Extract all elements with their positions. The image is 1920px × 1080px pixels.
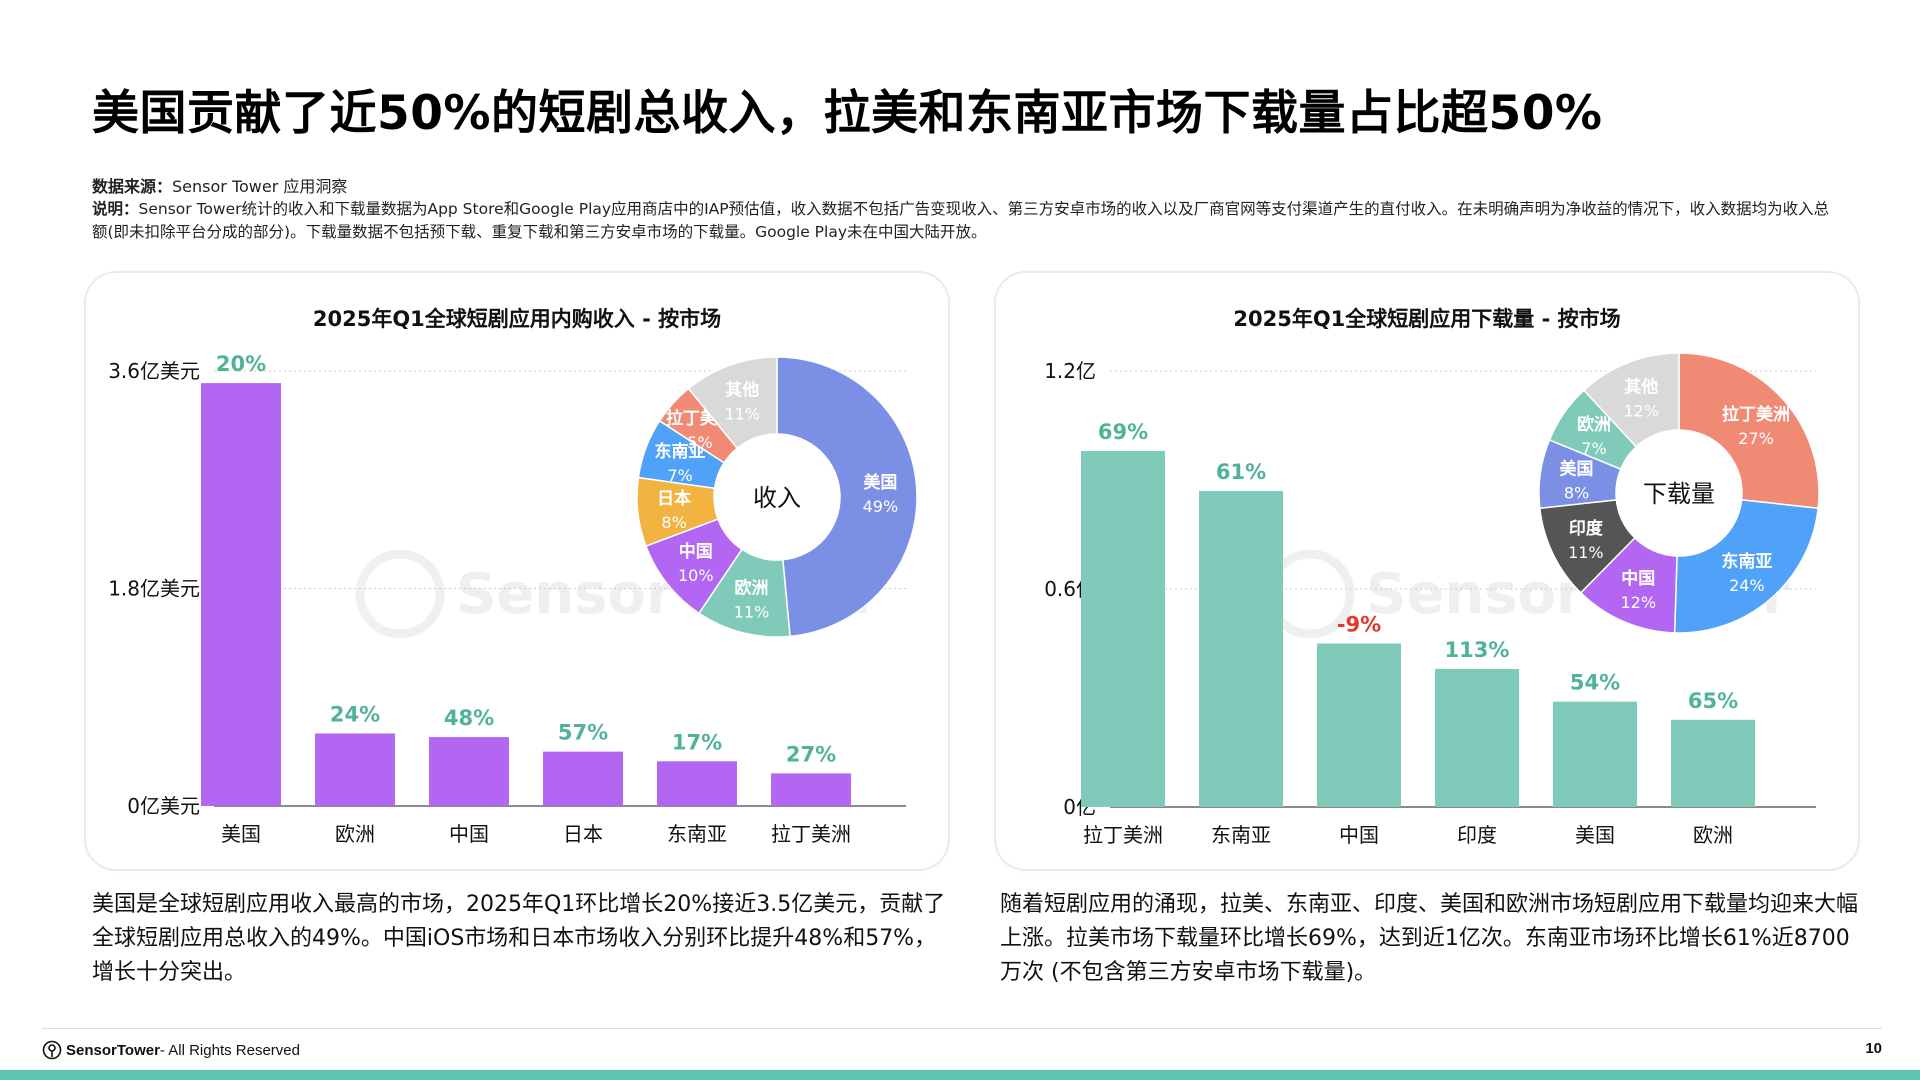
downloads-pie-slice-name: 欧洲 <box>1577 414 1611 435</box>
downloads-pie-slice-name: 东南亚 <box>1721 551 1772 572</box>
revenue-pie-slice-percent: 8% <box>661 513 686 532</box>
downloads-category-label: 欧洲 <box>1693 823 1733 847</box>
revenue-category-label: 东南亚 <box>667 822 727 846</box>
footer-rights: - All Rights Reserved <box>159 1041 300 1059</box>
data-source-text: Sensor Tower 应用洞察 <box>172 177 348 196</box>
revenue-pie-slice-name: 中国 <box>679 541 713 562</box>
downloads-pie-center-label: 下载量 <box>1643 480 1715 508</box>
page-title: 美国贡献了近50%的短剧总收入，拉美和东南亚市场下载量占比超50% <box>92 86 1603 141</box>
downloads-growth-label: 113% <box>1445 638 1510 662</box>
downloads-growth-label: 54% <box>1570 671 1620 695</box>
downloads-category-label: 美国 <box>1575 823 1615 847</box>
revenue-ytick-label: 0亿美元 <box>127 794 200 818</box>
revenue-growth-label: 17% <box>672 730 722 754</box>
downloads-description: 随着短剧应用的涌现，拉美、东南亚、印度、美国和欧洲市场短剧应用下载量均迎来大幅上… <box>1000 892 1859 985</box>
revenue-growth-label: 20% <box>216 352 266 376</box>
revenue-bar <box>429 737 509 806</box>
downloads-pie-slice <box>1582 352 1680 448</box>
downloads-growth-label: 65% <box>1688 689 1738 713</box>
downloads-ytick-label: 1.2亿 <box>1044 359 1096 383</box>
downloads-chart-title: 2025年Q1全球短剧应用下载量 - 按市场 <box>1233 307 1620 331</box>
downloads-bar <box>1553 701 1637 807</box>
downloads-pie-slice-percent: 24% <box>1729 576 1765 595</box>
revenue-pie-slice-name: 日本 <box>657 488 691 509</box>
revenue-pie-slice-percent: 10% <box>678 566 714 585</box>
downloads-growth-label: 61% <box>1216 460 1266 484</box>
downloads-growth-label: 69% <box>1098 420 1148 444</box>
revenue-category-label: 日本 <box>563 822 603 846</box>
downloads-pie-slice-name: 美国 <box>1560 459 1594 480</box>
revenue-category-label: 中国 <box>449 822 489 846</box>
footer-divider <box>42 1028 1882 1029</box>
downloads-pie-slice-percent: 12% <box>1620 593 1656 612</box>
footer: SensorTower - All Rights Reserved <box>42 1040 300 1060</box>
note-text: Sensor Tower统计的收入和下载量数据为App Store和Google… <box>92 200 1830 241</box>
revenue-bar <box>315 733 395 806</box>
page-number: 10 <box>1865 1040 1882 1057</box>
revenue-growth-label: 48% <box>444 706 494 730</box>
revenue-pie-slice-percent: 11% <box>724 404 760 423</box>
downloads-growth-label: -9% <box>1337 613 1381 637</box>
sensor-tower-logo-icon <box>42 1040 62 1060</box>
downloads-pie-slice-name: 其他 <box>1624 377 1658 398</box>
downloads-pie-slice <box>1678 352 1820 510</box>
bottom-accent-bar <box>0 1070 1920 1080</box>
revenue-ytick-label: 1.8亿美元 <box>108 577 200 601</box>
revenue-pie-slice <box>687 356 778 450</box>
revenue-growth-label: 24% <box>330 703 380 727</box>
revenue-chart-panel: 2025年Q1全球短剧应用内购收入 - 按市场 Sensor Tower 0亿美元 1… <box>86 273 948 869</box>
revenue-bar <box>201 383 281 806</box>
downloads-pie-slice-percent: 12% <box>1623 402 1659 421</box>
downloads-pie-slice-name: 拉丁美洲 <box>1722 404 1790 425</box>
revenue-bar <box>657 761 737 806</box>
downloads-category-label: 东南亚 <box>1211 823 1271 847</box>
downloads-chart-panel: 2025年Q1全球短剧应用下载量 - 按市场 Sensor Tower 0亿 0.6亿… <box>996 273 1858 869</box>
revenue-pie-slice-percent: 5% <box>687 433 712 452</box>
downloads-category-label: 印度 <box>1457 823 1497 847</box>
downloads-bar <box>1435 668 1519 807</box>
downloads-pie-slice <box>1673 499 1819 634</box>
revenue-category-label: 拉丁美洲 <box>771 822 851 846</box>
downloads-bar <box>1199 490 1283 807</box>
downloads-category-label: 拉丁美洲 <box>1083 823 1163 847</box>
revenue-description: 美国是全球短剧应用收入最高的市场，2025年Q1环比增长20%接近3.5亿美元，… <box>92 892 946 985</box>
revenue-category-label: 美国 <box>221 822 261 846</box>
downloads-pie-slice-percent: 7% <box>1581 439 1606 458</box>
revenue-bar <box>543 751 623 806</box>
revenue-pie-slice-name: 欧洲 <box>735 577 769 598</box>
downloads-pie-slice-name: 印度 <box>1569 518 1604 539</box>
revenue-pie-slice <box>776 356 918 638</box>
downloads-pie-slice-percent: 27% <box>1738 429 1774 448</box>
revenue-pie-slice-percent: 7% <box>667 466 692 485</box>
downloads-category-label: 中国 <box>1339 823 1379 847</box>
revenue-pie-slice-name: 其他 <box>725 379 759 400</box>
revenue-ytick-label: 3.6亿美元 <box>108 359 200 383</box>
revenue-chart-title: 2025年Q1全球短剧应用内购收入 - 按市场 <box>313 307 721 331</box>
downloads-bar <box>1671 719 1755 807</box>
data-source: 数据来源：Sensor Tower 应用洞察 <box>92 173 347 197</box>
revenue-growth-label: 27% <box>786 742 836 766</box>
revenue-category-label: 欧洲 <box>335 822 375 846</box>
data-source-label: 数据来源： <box>92 177 173 196</box>
revenue-bar <box>771 773 851 806</box>
revenue-pie-slice-name: 美国 <box>863 472 897 493</box>
downloads-bar <box>1317 643 1401 807</box>
note-label: 说明： <box>92 200 139 218</box>
downloads-pie-slice-name: 中国 <box>1621 568 1655 589</box>
revenue-pie-slice-name: 东南亚 <box>655 441 706 462</box>
footer-brand: SensorTower <box>66 1041 160 1059</box>
revenue-pie-slice-percent: 11% <box>734 602 770 621</box>
downloads-bar <box>1081 450 1165 807</box>
revenue-growth-label: 57% <box>558 721 608 745</box>
note: 说明：Sensor Tower统计的收入和下载量数据为App Store和Goo… <box>92 198 1832 244</box>
downloads-pie-slice-percent: 11% <box>1568 543 1604 562</box>
revenue-pie-slice-percent: 49% <box>863 497 899 516</box>
downloads-pie-slice-percent: 8% <box>1564 484 1589 503</box>
revenue-pie-center-label: 收入 <box>753 484 801 512</box>
